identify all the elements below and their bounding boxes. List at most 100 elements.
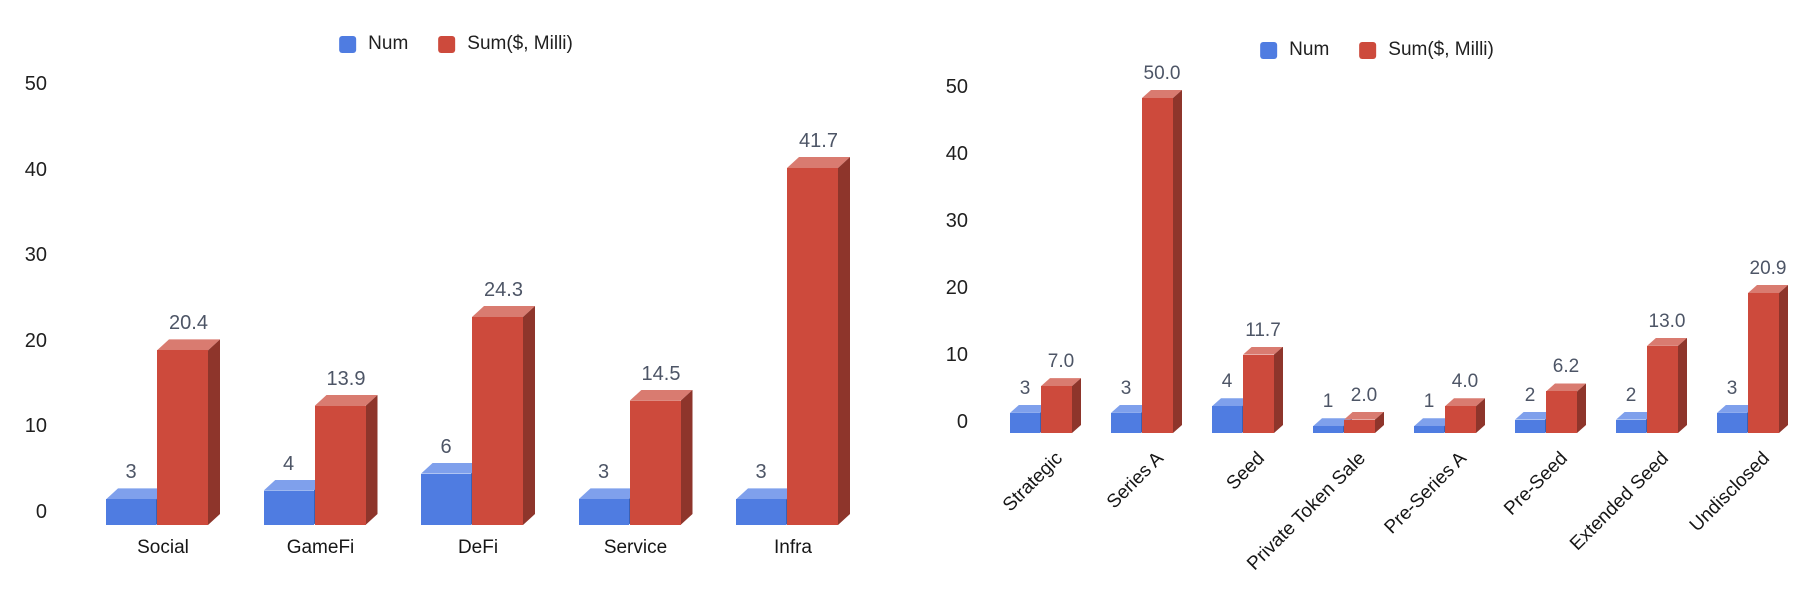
bar-sum-undisclosed-top-face — [1748, 285, 1788, 293]
bar-sum-private-token-sale-front-face — [1344, 419, 1375, 433]
bar-num-social-front-face — [106, 499, 156, 525]
bar-sum-defi-top-face — [472, 306, 535, 317]
x-axis-label-defi: DeFi — [457, 537, 499, 558]
bar-num-social-top-face — [106, 488, 168, 499]
bar-sum-pre-series-a-side-face — [1476, 398, 1485, 433]
value-label-num-pre-series-a: 1 — [1423, 391, 1435, 413]
bar-num-series-a-top-face — [1111, 405, 1150, 413]
value-label-num-series-a: 3 — [1120, 377, 1132, 399]
y-tick-label-10: 10 — [945, 344, 968, 366]
legend-label-num: Num — [368, 33, 409, 54]
bar-sum-gamefi-side-face — [366, 395, 378, 525]
legend: Num Sum($, Milli) — [1260, 39, 1494, 61]
bar-sum-seed-front-face — [1243, 354, 1274, 433]
bar-sum-series-a-front-face — [1142, 98, 1173, 433]
bar-num-gamefi-top-face — [264, 480, 326, 491]
y-tick-label-0: 0 — [956, 411, 968, 433]
bar-sum-defi-front-face — [472, 316, 523, 525]
num-series-swatch-icon — [339, 35, 357, 53]
value-label-num-extended-seed: 2 — [1625, 384, 1637, 406]
bar-sum-social-side-face — [208, 339, 220, 525]
bar-sum-gamefi-top-face — [315, 395, 378, 406]
bar-sum-private-token-sale-side-face — [1375, 412, 1384, 433]
bar-sum-social-top-face — [157, 339, 220, 350]
bar-sum-strategic-front-face — [1041, 386, 1072, 433]
value-label-sum-extended-seed: 13.0 — [1648, 310, 1686, 332]
value-label-sum-strategic: 7.0 — [1047, 351, 1075, 373]
bar-sum-infra-front-face — [787, 168, 838, 525]
x-axis-label-infra: Infra — [773, 537, 813, 558]
value-label-num-strategic: 3 — [1019, 377, 1031, 399]
legend-item-sum: Sum($, Milli) — [438, 33, 573, 55]
value-label-num-private-token-sale: 1 — [1322, 391, 1334, 413]
bar-sum-social-front-face — [157, 350, 208, 525]
bar-num-strategic-top-face — [1010, 405, 1049, 413]
bar-num-private-token-sale-top-face — [1313, 418, 1352, 426]
bar-sum-pre-seed-front-face — [1546, 391, 1577, 433]
bar-sum-infra-side-face — [838, 157, 850, 525]
value-label-num-seed: 4 — [1221, 371, 1233, 393]
legend-item-sum: Sum($, Milli) — [1359, 39, 1494, 61]
y-tick-label-30: 30 — [24, 244, 47, 267]
bar-num-seed-front-face — [1212, 406, 1242, 433]
bar-num-pre-series-a-top-face — [1414, 418, 1453, 426]
value-label-num-defi: 6 — [440, 435, 452, 458]
x-axis-label-social: Social — [137, 537, 189, 558]
legend-label-num: Num — [1289, 39, 1330, 60]
bar-sum-service-front-face — [629, 400, 681, 525]
bar-num-extended-seed-front-face — [1616, 419, 1646, 433]
bar-sum-pre-series-a-front-face — [1445, 406, 1476, 433]
value-label-sum-undisclosed: 20.9 — [1749, 257, 1787, 279]
value-label-sum-gamefi: 13.9 — [326, 368, 366, 391]
bar-sum-undisclosed-side-face — [1779, 285, 1788, 433]
bar-num-undisclosed-front-face — [1717, 412, 1747, 433]
value-label-num-infra: 3 — [755, 461, 767, 484]
bar-sum-seed-side-face — [1274, 347, 1283, 433]
bar-sum-series-a-top-face — [1142, 90, 1182, 98]
bar-sum-strategic-top-face — [1041, 378, 1081, 386]
bar-sum-undisclosed-front-face — [1748, 292, 1779, 433]
value-label-num-undisclosed: 3 — [1726, 377, 1738, 399]
value-label-num-social: 3 — [125, 461, 137, 484]
bar-num-infra-top-face — [736, 488, 798, 499]
y-tick-label-20: 20 — [24, 329, 47, 352]
y-tick-label-10: 10 — [24, 415, 47, 438]
legend-item-num: Num — [1260, 39, 1329, 61]
num-series-swatch-icon — [1260, 41, 1278, 59]
bar-sum-extended-seed-top-face — [1647, 338, 1687, 346]
bar-num-pre-series-a-front-face — [1414, 426, 1444, 433]
value-label-sum-social: 20.4 — [169, 312, 208, 335]
bar-num-defi-front-face — [421, 473, 471, 525]
bar-num-service-front-face — [578, 499, 629, 525]
bar-sum-pre-seed-top-face — [1546, 383, 1586, 391]
legend-item-num: Num — [339, 33, 408, 55]
bar-num-series-a-front-face — [1111, 412, 1141, 433]
bar-sum-pre-series-a-top-face — [1445, 398, 1485, 406]
value-label-sum-pre-seed: 6.2 — [1552, 356, 1580, 378]
y-tick-label-30: 30 — [945, 210, 968, 232]
bar-sum-private-token-sale-top-face — [1344, 412, 1384, 420]
bar-num-extended-seed-top-face — [1616, 412, 1655, 420]
bar-sum-series-a-side-face — [1173, 90, 1182, 433]
legend-label-sum: Sum($, Milli) — [467, 33, 573, 54]
bar-sum-extended-seed-side-face — [1678, 338, 1687, 433]
y-tick-label-40: 40 — [945, 143, 968, 165]
bar-sum-service-side-face — [681, 390, 693, 525]
bar-num-infra-front-face — [736, 499, 786, 525]
value-label-sum-infra: 41.7 — [799, 130, 838, 153]
y-tick-label-50: 50 — [945, 76, 968, 98]
value-label-sum-service: 14.5 — [641, 362, 681, 385]
bar-num-seed-top-face — [1212, 398, 1251, 406]
y-tick-label-50: 50 — [24, 73, 47, 95]
value-label-sum-defi: 24.3 — [484, 278, 523, 301]
value-label-num-gamefi: 4 — [282, 452, 295, 475]
value-label-num-service: 3 — [597, 461, 610, 484]
legend: Num Sum($, Milli) — [339, 33, 573, 55]
bar-num-service-top-face — [579, 488, 641, 499]
y-tick-label-40: 40 — [24, 158, 47, 181]
y-tick-label-0: 0 — [35, 501, 47, 523]
legend-label-sum: Sum($, Milli) — [1388, 39, 1494, 60]
value-label-sum-series-a: 50.0 — [1143, 63, 1181, 84]
